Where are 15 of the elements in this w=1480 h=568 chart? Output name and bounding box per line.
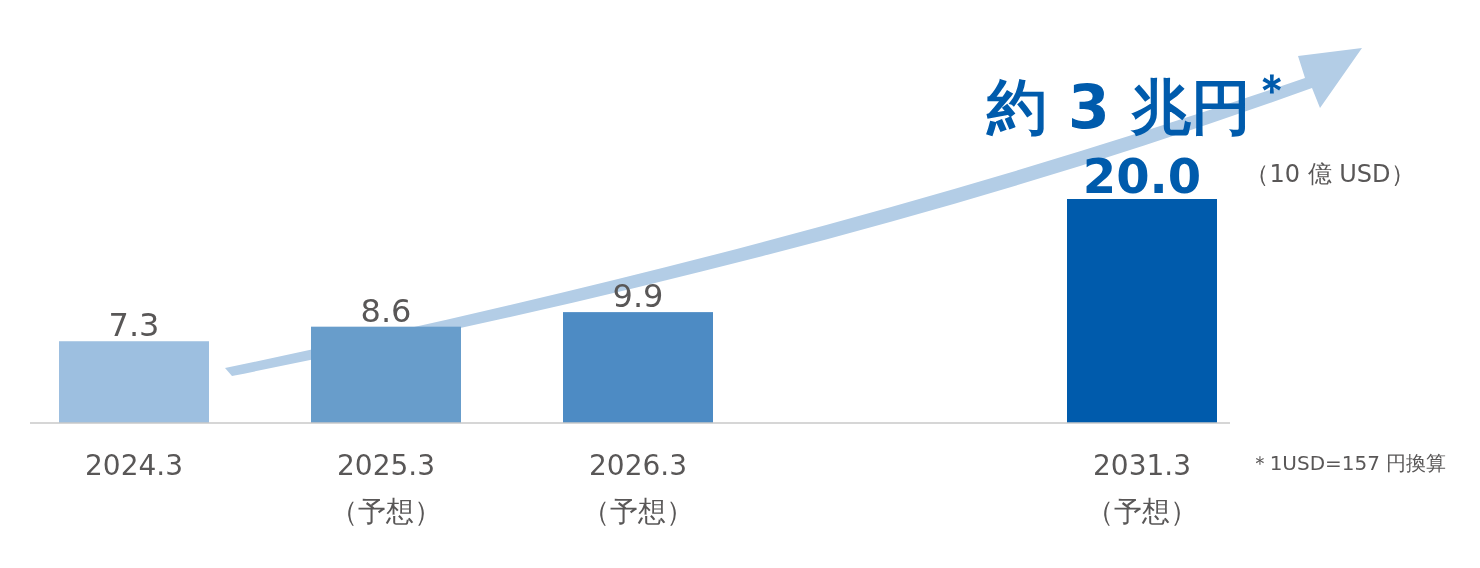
data-label: 20.0 [1082, 148, 1202, 204]
bar [311, 326, 461, 423]
x-tick-label: 2026.3 （予想） [582, 449, 694, 528]
bar [59, 341, 209, 423]
text: 約 3 兆円$^{＊}$ [986, 64, 1293, 142]
text: （10 億 USD） [1245, 160, 1415, 188]
x-tick-label: 2031.3 （予想） [1086, 449, 1198, 528]
x-tick-label: 2024.3 [85, 449, 183, 482]
text: ＊1USD=157 円換算 [1249, 451, 1447, 475]
data-label: 8.6 [360, 291, 412, 330]
bar [1067, 199, 1217, 423]
bar [563, 312, 713, 423]
data-label: 7.3 [108, 306, 160, 345]
data-label: 9.9 [612, 277, 664, 316]
x-tick-label: 2025.3 （予想） [330, 449, 442, 528]
